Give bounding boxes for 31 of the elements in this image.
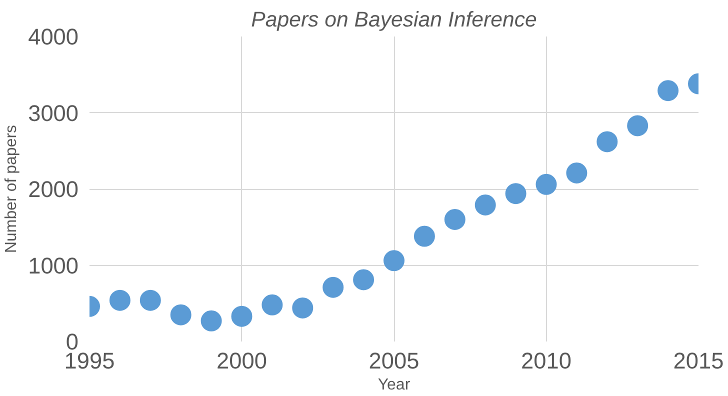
y-tick-label: 1000 (28, 252, 79, 278)
point (292, 297, 314, 318)
point (474, 194, 496, 216)
y-axis-title: Number of papers (3, 124, 20, 254)
point (231, 306, 252, 327)
chart-title: Papers on Bayesian Inference (251, 8, 538, 32)
point (262, 294, 283, 316)
x-axis-title: Year (378, 376, 411, 394)
y-tick-label: 0 (66, 328, 79, 354)
point (627, 115, 648, 136)
point (596, 131, 618, 152)
x-tick-label: 2010 (521, 348, 572, 374)
point (140, 290, 161, 311)
point (658, 80, 679, 102)
point (444, 209, 466, 230)
point (536, 174, 557, 195)
point (414, 226, 435, 247)
x-tick-label: 2005 (368, 348, 420, 374)
point (353, 269, 374, 290)
point (384, 250, 404, 272)
point (505, 183, 526, 204)
point (322, 276, 344, 298)
x-tick-label: 2000 (216, 348, 267, 374)
y-tick-label: 2000 (28, 176, 79, 202)
point (200, 310, 222, 332)
y-tick-label: 3000 (28, 100, 79, 126)
point (109, 290, 130, 311)
point (170, 304, 192, 326)
y-tick-label: 4000 (28, 24, 79, 50)
point (566, 162, 588, 184)
x-tick-label: 2015 (673, 348, 724, 374)
